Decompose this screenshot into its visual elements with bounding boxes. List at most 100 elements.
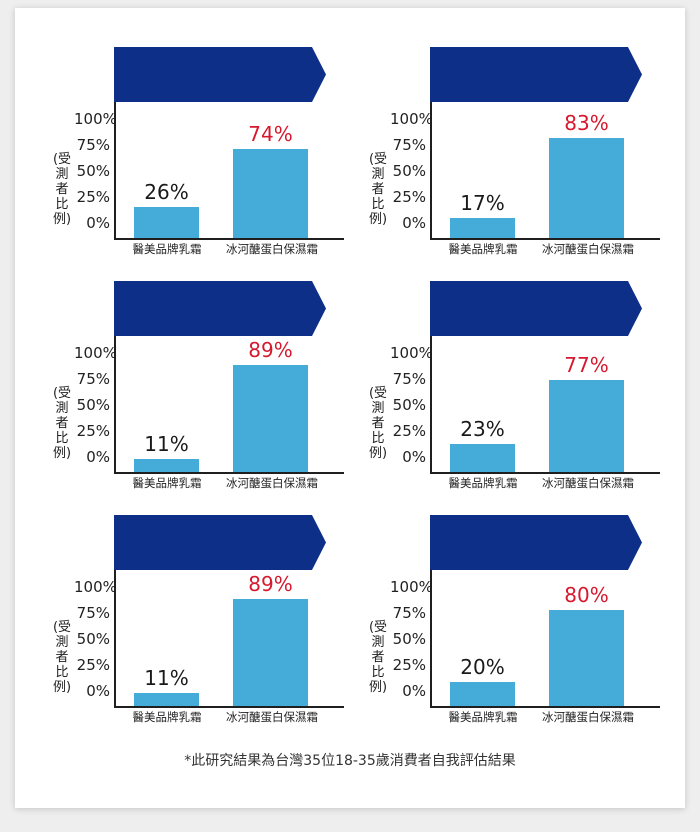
header-banner xyxy=(430,281,642,336)
y-tick-label: 0% xyxy=(86,682,110,700)
y-tick-label: 100% xyxy=(74,578,117,596)
y-tick-label: 75% xyxy=(392,370,426,388)
y-axis-line xyxy=(430,336,432,474)
y-tick-label: 0% xyxy=(402,682,426,700)
category-label: 冰河醣蛋白保濕霜 xyxy=(542,242,634,256)
y-tick-label: 25% xyxy=(392,656,426,674)
x-axis-line xyxy=(430,238,660,240)
y-tick-label: 100% xyxy=(390,110,433,128)
bar xyxy=(450,444,515,472)
y-tick-label: 100% xyxy=(74,110,117,128)
y-tick-label: 25% xyxy=(76,188,110,206)
bar xyxy=(233,149,308,238)
chart-panel: (受測者比例) 100% 75% 50% 25% 0% 17% 醫美品牌乳霜 83% 冰河醣蛋白保… xyxy=(368,47,660,267)
chart-panel: (受測者比例) 100% 75% 50% 25% 0% 11% 醫美品牌乳霜 89% 冰河醣蛋白保… xyxy=(52,515,344,735)
category-label: 冰河醣蛋白保濕霜 xyxy=(542,710,634,724)
y-tick-label: 0% xyxy=(86,448,110,466)
bar-value-label: 80% xyxy=(564,583,609,607)
bar xyxy=(450,682,515,706)
y-axis-line xyxy=(430,102,432,240)
bar xyxy=(549,138,624,238)
bar xyxy=(549,379,624,472)
y-tick-label: 75% xyxy=(392,136,426,154)
y-axis-label: (受測者比例) xyxy=(52,620,72,695)
y-tick-label: 75% xyxy=(76,370,110,388)
bar xyxy=(134,458,199,472)
y-axis-label: (受測者比例) xyxy=(52,386,72,461)
y-tick-label: 50% xyxy=(76,162,110,180)
category-label: 冰河醣蛋白保濕霜 xyxy=(226,242,318,256)
x-axis-line xyxy=(430,472,660,474)
bar-value-label: 17% xyxy=(460,190,505,215)
y-axis-line xyxy=(114,570,116,708)
y-tick-label: 100% xyxy=(390,344,433,362)
header-banner xyxy=(430,47,642,102)
category-label: 醫美品牌乳霜 xyxy=(132,242,202,256)
y-axis-line xyxy=(114,336,116,474)
bar-value-label: 26% xyxy=(144,179,189,204)
category-label: 冰河醣蛋白保濕霜 xyxy=(226,476,318,490)
y-axis-label: (受測者比例) xyxy=(52,152,72,227)
bar-value-label: 83% xyxy=(564,111,609,136)
banner-arrow-shape xyxy=(114,281,326,336)
footnote: *此研究結果為台灣35位18-35歲消費者自我評估結果 xyxy=(184,753,516,769)
y-tick-label: 50% xyxy=(392,630,426,648)
y-tick-label: 100% xyxy=(390,578,433,596)
chart-panel: (受測者比例) 100% 75% 50% 25% 0% 20% 醫美品牌乳霜 80% 冰河醣蛋白保… xyxy=(368,515,660,735)
bar xyxy=(233,599,308,706)
x-axis-line xyxy=(114,472,344,474)
category-label: 冰河醣蛋白保濕霜 xyxy=(226,710,318,724)
bar-value-label: 89% xyxy=(248,572,293,597)
y-axis-label: (受測者比例) xyxy=(368,620,388,695)
bar xyxy=(134,692,199,706)
category-label: 醫美品牌乳霜 xyxy=(132,476,202,490)
y-tick-label: 25% xyxy=(392,188,426,206)
chart-panel: (受測者比例) 100% 75% 50% 25% 0% 26% 醫美品牌乳霜 74% 冰河醣蛋白保… xyxy=(52,47,344,267)
y-axis-line xyxy=(114,102,116,240)
banner-arrow-shape xyxy=(430,281,642,336)
banner-arrow-shape xyxy=(114,515,326,570)
y-axis-label: (受測者比例) xyxy=(368,386,388,461)
y-tick-label: 25% xyxy=(392,422,426,440)
bar-value-label: 74% xyxy=(248,122,293,147)
bar xyxy=(233,365,308,472)
y-tick-label: 0% xyxy=(402,448,426,466)
y-tick-label: 0% xyxy=(86,214,110,232)
y-tick-label: 75% xyxy=(392,604,426,622)
y-tick-label: 25% xyxy=(76,656,110,674)
y-axis-line xyxy=(430,570,432,708)
x-axis-line xyxy=(114,238,344,240)
chart-panel: (受測者比例) 100% 75% 50% 25% 0% 23% 醫美品牌乳霜 77% 冰河醣蛋白保… xyxy=(368,281,660,501)
y-tick-label: 50% xyxy=(76,630,110,648)
y-tick-label: 50% xyxy=(76,396,110,414)
header-banner xyxy=(114,515,326,570)
bar xyxy=(549,610,624,706)
bar-value-label: 23% xyxy=(460,417,505,442)
banner-arrow-shape xyxy=(430,515,642,570)
y-tick-label: 75% xyxy=(76,136,110,154)
bar-value-label: 11% xyxy=(144,431,189,456)
x-axis-line xyxy=(114,706,344,708)
y-tick-label: 50% xyxy=(392,162,426,180)
bar-value-label: 11% xyxy=(144,665,189,690)
y-tick-label: 75% xyxy=(76,604,110,622)
category-label: 醫美品牌乳霜 xyxy=(448,710,518,724)
bar xyxy=(450,217,515,238)
bar xyxy=(134,206,199,238)
header-banner xyxy=(430,515,642,570)
bar-value-label: 20% xyxy=(460,655,505,679)
y-tick-label: 50% xyxy=(392,396,426,414)
category-label: 醫美品牌乳霜 xyxy=(132,710,202,724)
y-tick-label: 25% xyxy=(76,422,110,440)
bar-value-label: 77% xyxy=(564,352,609,377)
header-banner xyxy=(114,281,326,336)
category-label: 醫美品牌乳霜 xyxy=(448,242,518,256)
category-label: 冰河醣蛋白保濕霜 xyxy=(542,476,634,490)
y-tick-label: 0% xyxy=(402,214,426,232)
banner-arrow-shape xyxy=(430,47,642,102)
banner-arrow-shape xyxy=(114,47,326,102)
x-axis-line xyxy=(430,706,660,708)
y-axis-label: (受測者比例) xyxy=(368,152,388,227)
chart-panel: (受測者比例) 100% 75% 50% 25% 0% 11% 醫美品牌乳霜 89% 冰河醣蛋白保… xyxy=(52,281,344,501)
header-banner xyxy=(114,47,326,102)
